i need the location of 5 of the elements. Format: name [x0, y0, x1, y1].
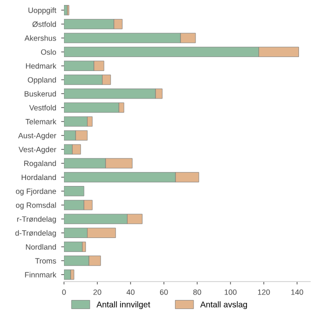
legend-label: Antall innvilget — [96, 301, 150, 310]
bar — [64, 242, 83, 252]
bar — [64, 186, 84, 196]
bar — [64, 270, 71, 280]
legend-label: Antall avslag — [200, 301, 247, 310]
